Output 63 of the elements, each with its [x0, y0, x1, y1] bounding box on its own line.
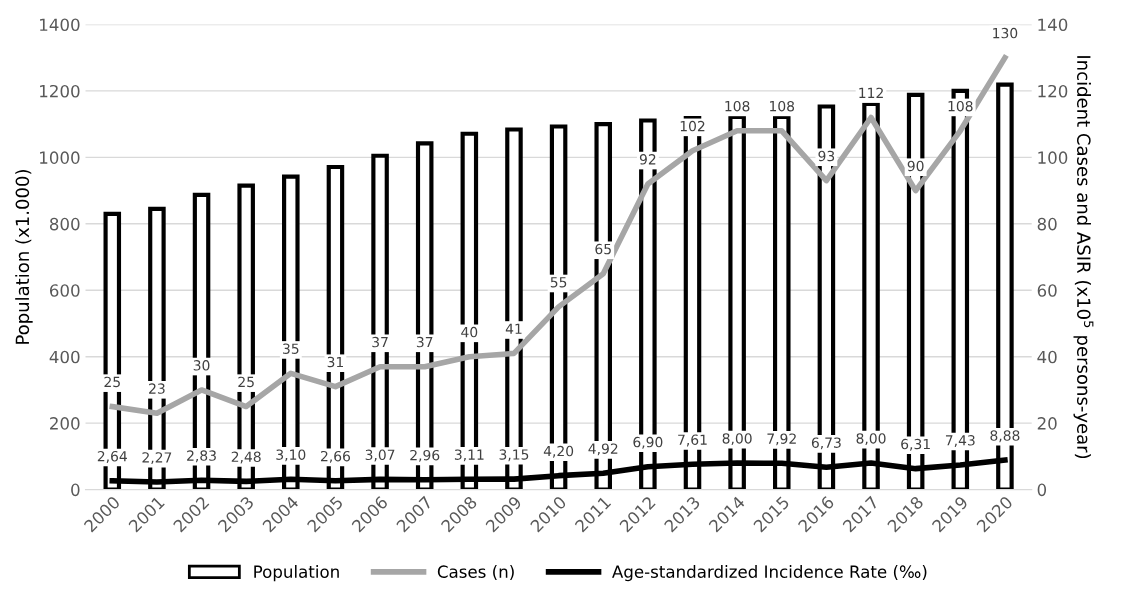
data-label: 90 [907, 160, 924, 172]
data-label: 4,20 [543, 445, 574, 458]
data-label: 41 [505, 323, 522, 334]
data-label: 108 [948, 100, 973, 112]
data-label: 112 [859, 87, 883, 98]
data-label: 6,31 [901, 438, 930, 451]
data-label: 6,73 [811, 437, 841, 450]
data-label: 37 [416, 336, 433, 348]
data-label: 7,92 [767, 433, 796, 446]
data-label: 8,00 [856, 433, 886, 446]
data-label: 2,83 [187, 450, 216, 463]
data-label: 8,88 [990, 430, 1020, 443]
y-tick-label: 800 [49, 217, 80, 231]
y-tick-label: 200 [50, 417, 80, 430]
data-label: 3,07 [365, 449, 395, 462]
y-tick-label: 1000 [40, 151, 80, 164]
data-label: 2,66 [321, 450, 351, 463]
data-label: 2,96 [410, 449, 440, 462]
legend-label: Cases (n) [437, 565, 514, 580]
y2-axis-title: Incident Cases and ASIR (x10$^{5}$ persons-year) [1073, 56, 1094, 459]
data-label: 7,43 [945, 435, 975, 447]
y-tick-label: 600 [49, 284, 80, 297]
data-label: 2,64 [97, 450, 127, 463]
data-label: 3,15 [499, 449, 529, 462]
y2-tick-label: 100 [1038, 151, 1068, 164]
y-tick-label: 400 [49, 350, 80, 364]
y2-tick-label: 140 [1038, 18, 1068, 32]
data-label: 25 [104, 376, 120, 388]
data-label: 30 [193, 360, 210, 371]
y2-tick-label: 80 [1037, 217, 1057, 231]
data-label: 40 [461, 326, 478, 338]
data-label: 2,48 [231, 451, 261, 464]
data-label: 3,10 [276, 449, 306, 462]
data-label: 108 [725, 100, 750, 112]
y2-tick-label: 60 [1037, 284, 1057, 297]
data-label: 130 [993, 27, 1018, 39]
data-label: 3,11 [454, 449, 484, 462]
data-label: 8,00 [722, 433, 752, 446]
data-label: 92 [639, 154, 656, 165]
data-label: 65 [595, 243, 611, 255]
data-label: 7,61 [678, 434, 707, 447]
data-label: 4,92 [588, 443, 618, 456]
data-label: 55 [550, 277, 567, 288]
y2-tick-label: 120 [1038, 84, 1068, 98]
y2-tick-label: 20 [1037, 417, 1057, 430]
y-tick-label: 1200 [40, 84, 80, 98]
y-tick-label: 0 [71, 483, 80, 497]
legend-label: Age-standardized Incidence Rate (‰) [612, 565, 927, 582]
data-label: 35 [283, 343, 299, 354]
y-axis-title: Population (x1.000) [15, 170, 33, 344]
data-label: 102 [680, 120, 705, 132]
data-label: 6,90 [633, 436, 663, 449]
legend-label: Population [254, 565, 339, 582]
data-label: 23 [149, 383, 165, 394]
data-label: 2,27 [142, 452, 172, 465]
data-label: 31 [327, 356, 343, 368]
data-label: 37 [372, 336, 388, 348]
data-label: 108 [770, 100, 795, 112]
data-label: 25 [238, 376, 254, 388]
data-label: 93 [818, 150, 835, 162]
y-tick-label: 1400 [40, 18, 80, 32]
y2-tick-label: 40 [1037, 350, 1057, 364]
y2-tick-label: 0 [1037, 483, 1047, 497]
